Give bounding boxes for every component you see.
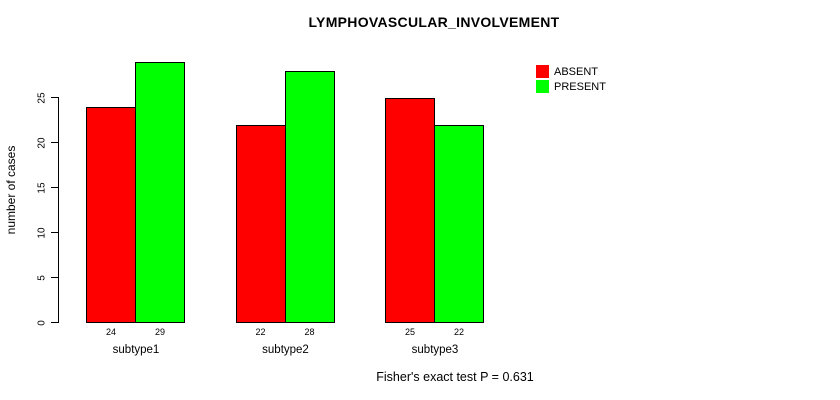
bar-present-subtype2	[284, 70, 335, 323]
bar-absent-subtype1	[86, 106, 136, 323]
y-tick-0	[51, 322, 59, 323]
legend-label-present: PRESENT	[554, 80, 606, 93]
bar-present-subtype1	[135, 61, 185, 323]
y-tick-10	[51, 232, 59, 233]
y-tick-label-20: 20	[36, 136, 48, 149]
y-tick-label-15: 15	[36, 181, 48, 194]
legend-label-absent: ABSENT	[554, 65, 599, 78]
category-label-subtype1: subtype1	[112, 344, 160, 356]
bar-value-absent-subtype1: 24	[105, 326, 117, 337]
y-tick-label-25: 25	[36, 91, 48, 104]
bar-value-absent-subtype2: 22	[255, 326, 266, 337]
category-label-subtype2: subtype2	[262, 344, 309, 356]
y-axis-line	[58, 97, 59, 323]
chart-title: LYMPHOVASCULAR_INVOLVEMENT	[308, 14, 560, 30]
y-tick-label-10: 10	[36, 226, 48, 239]
y-tick-25	[51, 97, 59, 98]
legend-item-absent: ABSENT	[536, 64, 606, 79]
bar-value-present-subtype1: 29	[154, 326, 166, 337]
bar-value-present-subtype3: 22	[453, 326, 465, 337]
y-tick-label-0: 0	[36, 319, 48, 326]
y-tick-15	[51, 187, 59, 188]
y-tick-5	[51, 277, 59, 278]
bar-absent-subtype3	[385, 97, 435, 323]
bar-absent-subtype2	[235, 124, 286, 323]
annotation-text: Fisher's exact test P = 0.631	[376, 370, 534, 384]
legend-swatch-absent	[536, 65, 549, 78]
y-tick-label-5: 5	[36, 274, 48, 281]
legend-item-present: PRESENT	[536, 79, 606, 94]
bar-present-subtype3	[434, 124, 484, 323]
category-label-subtype3: subtype3	[411, 344, 459, 356]
bar-value-present-subtype2: 28	[304, 326, 315, 337]
y-tick-20	[51, 142, 59, 143]
legend: ABSENT PRESENT	[536, 64, 606, 94]
legend-swatch-present	[536, 80, 549, 93]
bar-value-absent-subtype3: 25	[404, 326, 416, 337]
